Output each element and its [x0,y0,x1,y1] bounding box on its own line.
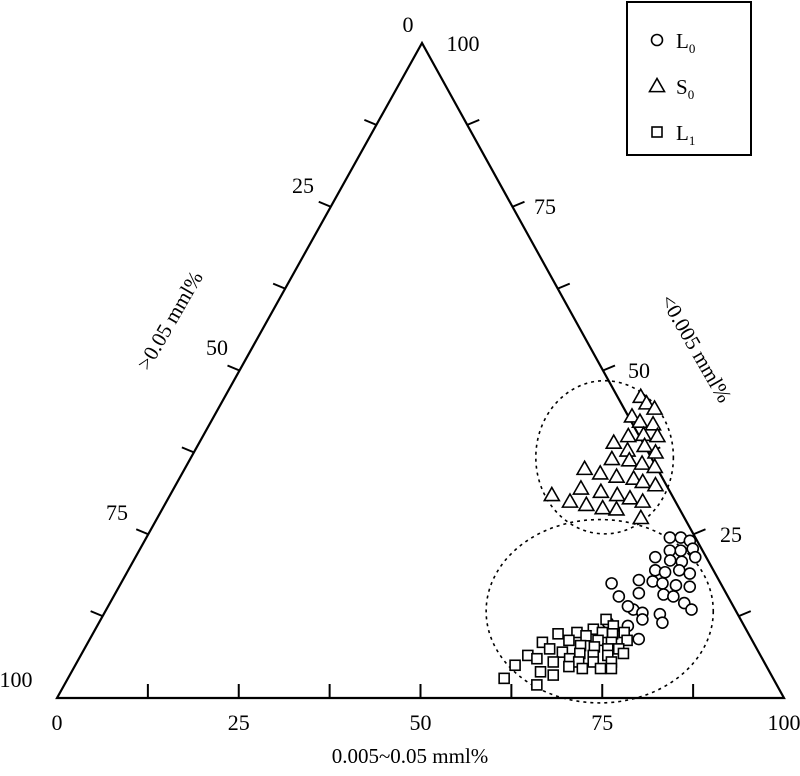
point-l0 [613,591,624,602]
point-l0 [660,567,671,578]
point-l1 [548,657,558,667]
right-tick [603,366,615,371]
legend-subscript: 0 [688,87,695,102]
point-l1 [532,654,542,664]
point-l0 [690,552,701,563]
bottom-axis-title: 0.005~0.05 mml% [332,744,489,768]
left-tick [364,120,376,125]
point-l1 [548,670,558,680]
point-s0 [604,451,619,464]
left-tick [136,529,148,534]
point-l0 [633,588,644,599]
point-l0 [675,545,686,556]
series-l1 [499,614,632,690]
point-s0 [579,497,594,510]
point-l1 [564,635,574,645]
data-points [499,389,701,690]
point-l0 [670,580,681,591]
bottom-tick-label: 0 [52,710,63,735]
point-l1 [553,629,563,639]
bottom-tick-label: 25 [228,710,250,735]
right-tick-label: 75 [534,194,556,219]
point-s0 [573,481,588,494]
point-l0 [606,578,617,589]
point-s0 [648,478,663,491]
left-tick-label: 100 [0,667,33,692]
point-l1 [536,667,546,677]
right-tick [739,611,751,616]
point-l1 [532,680,542,690]
point-s0 [595,501,610,514]
bottom-tick-label: 100 [768,710,800,735]
right-tick-label: 100 [447,31,480,56]
point-l0 [637,614,648,625]
point-l0 [664,532,675,543]
point-l1 [618,648,628,658]
bottom-tick-label: 75 [591,710,613,735]
point-s0 [621,429,636,442]
series-s0 [544,389,665,523]
point-s0 [577,461,592,474]
left-tick-label: 50 [206,335,228,360]
point-l0 [622,601,633,612]
left-tick [273,284,285,289]
point-l0 [665,555,676,566]
point-s0 [622,491,637,504]
point-l0 [657,617,668,628]
point-s0 [593,484,608,497]
bottom-tick-label: 50 [410,710,432,735]
left-tick [228,366,240,371]
point-s0 [620,443,635,456]
point-l0 [668,591,679,602]
right-tick [467,120,479,125]
point-s0 [606,435,621,448]
right-axis-title: <0.005 mml% [656,290,737,406]
point-s0 [609,469,624,482]
point-s0 [610,487,625,500]
point-l1 [545,644,555,654]
point-s0 [647,459,662,472]
legend-marker-square [652,127,662,137]
point-s0 [633,510,648,523]
point-l0 [684,568,695,579]
point-l1 [596,664,606,674]
point-s0 [544,487,559,500]
point-l1 [499,673,509,683]
point-l1 [606,664,616,674]
left-tick-label: 0 [403,12,414,37]
legend-subscript: 0 [689,41,696,56]
point-l0 [686,604,697,615]
point-l1 [510,660,520,670]
point-l0 [684,581,695,592]
point-s0 [593,466,608,479]
left-tick [91,611,103,616]
point-l1 [581,631,591,641]
right-tick [694,529,706,534]
point-l0 [633,634,644,645]
point-l0 [650,552,661,563]
legend-marker-circle [652,35,663,46]
point-l1 [564,662,574,672]
point-l0 [633,575,644,586]
point-s0 [635,494,650,507]
left-tick [319,202,331,207]
right-tick [513,202,525,207]
point-s0 [562,494,577,507]
right-tick [558,284,570,289]
legend-subscript: 1 [689,133,696,148]
right-tick-label: 25 [720,522,742,547]
point-l0 [674,565,685,576]
left-axis-title: >0.05 mml% [132,267,208,374]
point-s0 [646,417,661,430]
point-l1 [577,664,587,674]
left-tick-label: 75 [106,500,128,525]
point-l0 [657,578,668,589]
left-tick-label: 25 [292,173,314,198]
left-tick [182,447,194,452]
right-tick-label: 50 [628,358,650,383]
